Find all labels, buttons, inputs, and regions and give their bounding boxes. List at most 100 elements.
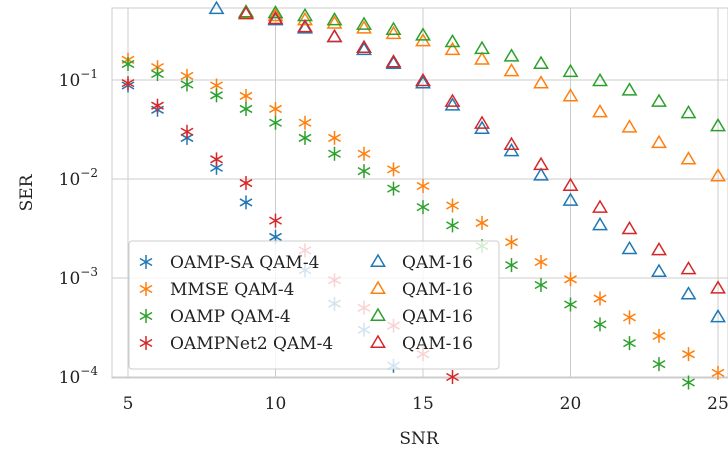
asterisk-marker <box>446 198 459 213</box>
asterisk-marker <box>357 164 371 179</box>
triangle-marker <box>385 54 402 68</box>
triangle-marker <box>385 21 402 35</box>
triangle-marker <box>651 263 667 277</box>
triangle-marker <box>562 192 579 206</box>
asterisk-marker <box>269 101 282 116</box>
triangle-marker <box>356 41 372 56</box>
asterisk-marker <box>682 375 695 390</box>
triangle-marker <box>326 11 343 26</box>
triangle-marker <box>503 48 520 62</box>
triangle-marker <box>444 41 461 56</box>
triangle-marker <box>621 82 638 96</box>
x-tick-labels: 5 10 15 20 25 <box>123 394 728 414</box>
series-markers <box>238 4 726 182</box>
asterisk-marker <box>564 297 577 312</box>
triangle-marker <box>621 220 638 235</box>
legend-triangle-icon <box>370 334 386 348</box>
x-tick-label: 20 <box>560 394 582 414</box>
legend-asterisk-icon <box>139 336 153 350</box>
asterisk-marker <box>298 130 312 145</box>
asterisk-marker <box>446 370 459 384</box>
triangle-marker <box>385 25 402 40</box>
triangle-marker <box>710 117 726 132</box>
triangle-marker <box>326 28 343 43</box>
triangle-marker <box>651 134 667 149</box>
legend-triangle-icon <box>370 307 386 321</box>
y-tick-label: 10−2 <box>59 166 98 190</box>
asterisk-marker <box>121 76 135 91</box>
y-tick-label: 10−3 <box>59 265 98 289</box>
asterisk-marker <box>593 317 607 332</box>
asterisk-marker <box>328 146 341 161</box>
triangle-marker <box>710 168 726 182</box>
legend-label: QAM-16 <box>402 307 473 327</box>
triangle-marker <box>297 11 313 26</box>
x-tick-label: 5 <box>123 394 134 414</box>
asterisk-marker <box>416 178 430 193</box>
asterisk-marker <box>387 181 400 196</box>
legend-triangle-icon <box>370 253 386 267</box>
asterisk-marker <box>269 115 282 130</box>
asterisk-marker <box>269 213 282 228</box>
triangle-marker <box>562 88 579 102</box>
asterisk-marker <box>534 277 548 292</box>
triangle-marker <box>592 216 608 231</box>
asterisk-marker <box>652 357 666 372</box>
triangle-marker <box>356 39 372 54</box>
asterisk-marker <box>151 98 164 113</box>
triangle-marker <box>415 75 431 89</box>
legend-asterisk-icon <box>139 282 153 296</box>
triangle-marker <box>533 156 549 171</box>
triangle-marker <box>562 63 579 78</box>
triangle-marker <box>592 103 608 118</box>
asterisk-marker <box>623 336 636 351</box>
asterisk-marker <box>593 291 607 306</box>
asterisk-marker <box>564 272 577 287</box>
asterisk-marker <box>623 310 636 325</box>
triangle-marker <box>356 16 372 30</box>
triangle-marker <box>444 97 461 111</box>
y-tick-labels: 10−1 10−2 10−3 10−4 <box>59 67 99 388</box>
asterisk-marker <box>328 130 341 145</box>
asterisk-marker <box>239 176 253 191</box>
triangle-marker <box>592 72 608 87</box>
legend-asterisk-icon <box>139 309 153 323</box>
asterisk-marker <box>239 88 253 103</box>
triangle-marker <box>533 167 549 181</box>
asterisk-marker <box>151 66 164 81</box>
legend-label: MMSE QAM-4 <box>170 280 294 300</box>
legend-label: QAM-16 <box>402 334 473 354</box>
triangle-marker <box>710 280 726 294</box>
triangle-marker <box>267 4 284 19</box>
triangle-marker <box>444 93 461 107</box>
asterisk-marker <box>534 255 548 270</box>
asterisk-marker <box>475 215 489 230</box>
legend-label: QAM-16 <box>402 280 473 300</box>
triangle-marker <box>415 27 431 41</box>
triangle-marker <box>356 20 372 34</box>
asterisk-marker <box>446 218 459 233</box>
triangle-marker <box>267 7 284 22</box>
y-tick-label: 10−1 <box>59 67 98 91</box>
triangle-marker <box>238 5 254 20</box>
series-markers <box>238 4 726 132</box>
legend-asterisk-icon <box>139 255 153 269</box>
triangle-marker <box>621 119 638 133</box>
legend-label: OAMP QAM-4 <box>170 307 291 327</box>
data-markers <box>121 0 726 390</box>
triangle-marker <box>415 72 431 87</box>
asterisk-marker <box>711 365 725 380</box>
x-tick-label: 10 <box>265 394 287 414</box>
y-tick-label: 10−4 <box>59 364 99 388</box>
legend-label: QAM-16 <box>402 253 473 273</box>
asterisk-marker <box>239 101 253 116</box>
y-axis-title: SER <box>17 173 37 211</box>
triangle-marker <box>562 177 579 191</box>
asterisk-marker <box>416 200 430 215</box>
triangle-marker <box>208 0 225 15</box>
asterisk-marker <box>180 77 194 92</box>
asterisk-marker <box>652 328 666 343</box>
asterisk-marker <box>298 115 312 130</box>
triangle-marker <box>326 15 343 29</box>
